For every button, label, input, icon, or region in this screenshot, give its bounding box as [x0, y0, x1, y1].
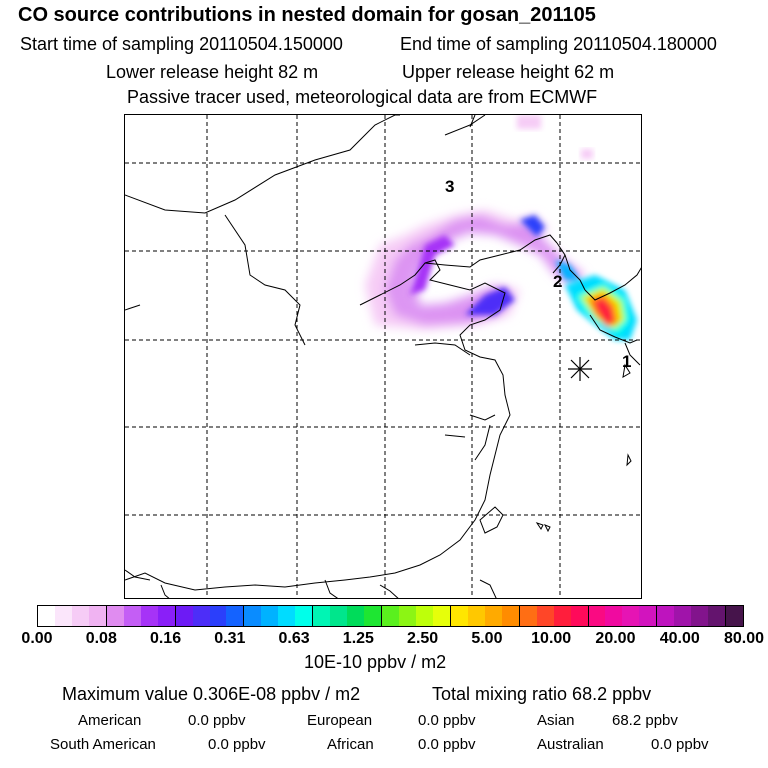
- end-time: End time of sampling 20110504.180000: [400, 34, 717, 54]
- colorbar-cell: [226, 606, 245, 626]
- lower-release-height: Lower release height 82 m: [106, 62, 319, 82]
- colorbar-cell: [382, 606, 400, 626]
- start-time: Start time of sampling 20110504.150000: [20, 34, 343, 54]
- colorbar-cell: [726, 606, 744, 626]
- source-value: 0.0 ppbv: [418, 736, 476, 753]
- colorbar-cell: [501, 606, 520, 626]
- colorbar-cell: [347, 606, 365, 626]
- colorbar-tick-label: 0.63: [278, 630, 310, 647]
- colorbar-cell: [415, 606, 433, 626]
- colorbar-tick-label: 80.00: [723, 630, 765, 647]
- colorbar-cell: [278, 606, 296, 626]
- colorbar-cell: [261, 606, 279, 626]
- colorbar-cell: [157, 606, 176, 626]
- source-value: 0.0 ppbv: [651, 736, 709, 753]
- colorbar-cell: [330, 606, 348, 626]
- colorbar-cell: [570, 606, 589, 626]
- colorbar-cell: [553, 606, 571, 626]
- colorbar-cell: [639, 606, 658, 626]
- source-label: Asian: [537, 712, 575, 729]
- colorbar-cell: [313, 606, 331, 626]
- tracer-info: Passive tracer used, meteorological data…: [127, 87, 598, 107]
- colorbar-cell: [399, 606, 416, 626]
- colorbar-cell: [519, 606, 537, 626]
- colorbar-cell: [657, 606, 675, 626]
- colorbar-units: 10E-10 ppbv / m2: [304, 652, 447, 672]
- upper-release-height: Upper release height 62 m: [402, 62, 615, 82]
- asterisk-icon: [568, 357, 592, 381]
- concentration-plume: [365, 115, 637, 340]
- source-label: Australian: [537, 736, 604, 753]
- colorbar-cell: [106, 606, 124, 626]
- source-value: 0.0 ppbv: [188, 712, 246, 729]
- source-label: South American: [50, 736, 156, 753]
- source-label: African: [327, 736, 374, 753]
- maximum-value: Maximum value 0.306E-08 ppbv / m2: [62, 684, 361, 704]
- colorbar: [37, 605, 744, 627]
- colorbar-cell: [175, 606, 193, 626]
- figure-title: CO source contributions in nested domain…: [18, 4, 596, 26]
- colorbar-cell: [88, 606, 107, 626]
- label-2: 2: [553, 272, 562, 291]
- colorbar-cell: [432, 606, 451, 626]
- colorbar-cell: [140, 606, 158, 626]
- colorbar-cell: [484, 606, 502, 626]
- colorbar-cell: [588, 606, 606, 626]
- source-value: 0.0 ppbv: [418, 712, 476, 729]
- colorbar-cell: [123, 606, 141, 626]
- colorbar-tick-label: 5.00: [471, 630, 503, 647]
- colorbar-cell: [71, 606, 89, 626]
- source-label: European: [307, 712, 373, 729]
- colorbar-cell: [605, 606, 623, 626]
- colorbar-cell: [209, 606, 227, 626]
- colorbar-cell: [691, 606, 709, 626]
- colorbar-cell: [364, 606, 383, 626]
- colorbar-tick-label: 1.25: [342, 630, 374, 647]
- colorbar-cell: [244, 606, 262, 626]
- map-panel: 3 2 1: [124, 114, 642, 599]
- colorbar-tick-label: 0.16: [149, 630, 182, 647]
- colorbar-cell: [54, 606, 72, 626]
- total-mixing-ratio: Total mixing ratio 68.2 ppbv: [432, 684, 652, 704]
- colorbar-tick-label: 20.00: [595, 630, 636, 647]
- colorbar-cell: [674, 606, 692, 626]
- coastline: [125, 115, 641, 598]
- colorbar-cell: [467, 606, 485, 626]
- colorbar-cell: [192, 606, 210, 626]
- colorbar-cell: [295, 606, 314, 626]
- colorbar-tick-label: 2.50: [407, 630, 439, 647]
- colorbar-cell: [450, 606, 468, 626]
- colorbar-cell: [708, 606, 727, 626]
- colorbar-tick-label: 0.31: [214, 630, 246, 647]
- source-value: 0.0 ppbv: [208, 736, 266, 753]
- colorbar-cell: [38, 606, 55, 626]
- label-1: 1: [622, 352, 631, 371]
- colorbar-tick-label: 0.08: [85, 630, 117, 647]
- colorbar-tick-label: 10.00: [531, 630, 572, 647]
- graticule: [125, 115, 641, 598]
- colorbar-cell: [622, 606, 640, 626]
- source-value: 68.2 ppbv: [612, 712, 678, 729]
- label-3: 3: [445, 177, 454, 196]
- colorbar-cell: [536, 606, 554, 626]
- colorbar-tick-label: 40.00: [659, 630, 700, 647]
- colorbar-tick-label: 0.00: [21, 630, 53, 647]
- source-label: American: [78, 712, 142, 729]
